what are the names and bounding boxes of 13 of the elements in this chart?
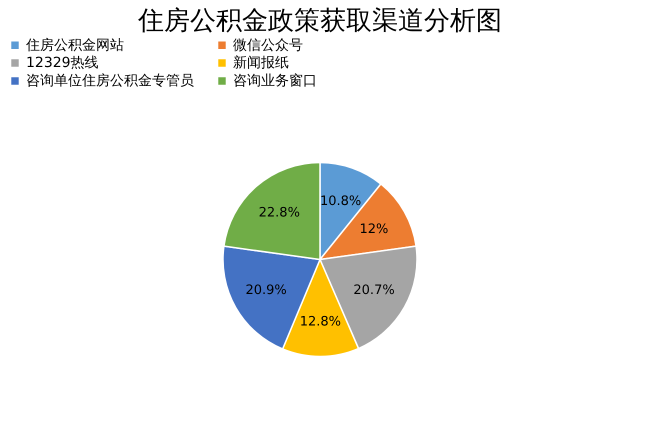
data-label: 12.8% [300, 314, 342, 330]
legend-label: 微信公众号 [233, 37, 303, 54]
data-label: 12% [360, 222, 388, 237]
legend-label: 12329热线 [26, 55, 99, 71]
data-label: 20.9% [245, 283, 287, 298]
data-label: 10.8% [320, 194, 362, 210]
chart-title: 住房公积金政策获取渠道分析图 [137, 6, 502, 36]
data-label: 20.7% [353, 282, 395, 298]
legend-label: 住房公积金网站 [25, 37, 124, 54]
legend-label: 咨询单位住房公积金专管员 [26, 73, 194, 89]
legend-label: 咨询业务窗口 [233, 73, 317, 89]
data-label: 22.8% [258, 206, 300, 221]
legend-label: 新闻报纸 [233, 55, 289, 71]
